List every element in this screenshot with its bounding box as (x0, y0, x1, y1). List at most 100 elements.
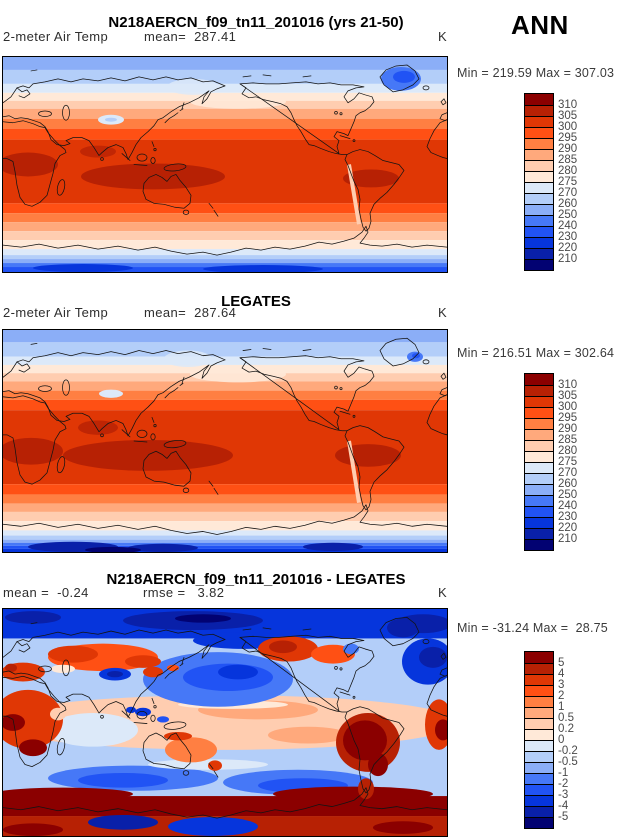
colorbar-tick-label: 275 (558, 456, 578, 468)
panel2-subrow: 2-meter Air Temp mean= 287.64 K (0, 305, 460, 321)
colorbar-tick-label: 230 (558, 511, 578, 523)
colorbar-tick-label: 305 (558, 110, 578, 122)
colorbar-swatch (525, 385, 553, 396)
colorbar-tick-label: 300 (558, 121, 578, 133)
colorbar-tick-label: 280 (558, 165, 578, 177)
colorbar-tick-label: -4 (558, 800, 569, 812)
variable-label: 2-meter Air Temp (3, 305, 109, 320)
colorbar-tick-label: 220 (558, 522, 578, 534)
colorbar-swatch (525, 149, 553, 160)
colorbar-swatch (525, 740, 553, 751)
colorbar-swatch (525, 226, 553, 237)
colorbar-swatch (525, 215, 553, 226)
map-diff (2, 608, 448, 837)
colorbar-tick-label: 210 (558, 533, 578, 545)
colorbar-swatch (525, 94, 553, 105)
colorbar-swatch (525, 762, 553, 773)
panel2-title: LEGATES (221, 293, 291, 311)
colorbar-swatch (525, 506, 553, 517)
colorbar-tick-label: 5 (558, 657, 565, 669)
colorbar-swatch (525, 259, 553, 270)
minmax-label: Min = 216.51 Max = 302.64 (457, 346, 615, 360)
colorbar-swatch (525, 773, 553, 784)
colorbar-tick-label: 295 (558, 132, 578, 144)
colorbar-tick-label: 0.2 (558, 723, 574, 735)
colorbar-tick-label: -2 (558, 778, 569, 790)
colorbar-tick-label: 290 (558, 143, 578, 155)
colorbar-swatch (525, 495, 553, 506)
variable-label: 2-meter Air Temp (3, 29, 109, 44)
colorbar-swatch (525, 696, 553, 707)
colorbar-tick-label: 260 (558, 198, 578, 210)
colorbar-swatch (525, 237, 553, 248)
colorbar-swatch (525, 806, 553, 817)
units-label: K (438, 29, 447, 44)
map-model (2, 56, 448, 273)
colorbar-tick-label: 305 (558, 390, 578, 402)
colorbar-swatch (525, 473, 553, 484)
colorbar-tick-label: 275 (558, 176, 578, 188)
colorbar-swatch (525, 663, 553, 674)
colorbar-swatch (525, 440, 553, 451)
colorbar-swatch (525, 817, 553, 828)
panel1-title: N218AERCN_f09_tn11_201016 (yrs 21-50) (108, 14, 404, 32)
colorbar-tick-label: 285 (558, 434, 578, 446)
colorbar-swatch (525, 462, 553, 473)
colorbar-tick-label: 230 (558, 231, 578, 243)
colorbar-swatch (525, 652, 553, 663)
colorbar-swatch (525, 795, 553, 806)
colorbar-tick-label: 270 (558, 187, 578, 199)
colorbar-tick-label: 250 (558, 209, 578, 221)
colorbar-swatch (525, 674, 553, 685)
rmse-stat: rmse = 3.82 (143, 585, 225, 600)
colorbar-tick-label: 3 (558, 679, 565, 691)
colorbar-tick-label: 280 (558, 445, 578, 457)
colorbar-swatch (525, 528, 553, 539)
colorbar-tick-label: 240 (558, 220, 578, 232)
colorbar-tick-label: 0 (558, 734, 565, 746)
colorbar-tick-label: 310 (558, 379, 578, 391)
panel3-subrow: mean = -0.24 rmse = 3.82 K (0, 585, 460, 601)
colorbar-swatch (525, 105, 553, 116)
colorbar-swatch (525, 116, 553, 127)
colorbar-tick-label: 0.5 (558, 712, 574, 724)
colorbar-tick-label: -0.5 (558, 756, 578, 768)
panel1-subrow: 2-meter Air Temp mean= 287.41 K (0, 29, 460, 45)
panel3-title: N218AERCN_f09_tn11_201016 - LEGATES (106, 571, 406, 589)
colorbar-swatch (525, 429, 553, 440)
colorbar-swatch (525, 407, 553, 418)
season-label: ANN (511, 10, 569, 40)
colorbar-swatch (525, 685, 553, 696)
colorbar-swatch (525, 248, 553, 259)
colorbar-tick-label: -0.2 (558, 745, 578, 757)
minmax-label: Min = -31.24 Max = 28.75 (457, 621, 608, 635)
colorbar-tick-label: -1 (558, 767, 569, 779)
colorbar: 310 305 300 295 290 285 280 275 270 260 250 240 230 2… (524, 373, 634, 551)
units-label: K (438, 305, 447, 320)
mean-stat: mean = -0.24 (3, 585, 89, 600)
colorbar-tick-label: 1 (558, 701, 565, 713)
colorbar-swatch (525, 451, 553, 462)
colorbar-tick-label: 4 (558, 668, 565, 680)
colorbar-tick-label: 270 (558, 467, 578, 479)
mean-stat: mean= 287.64 (144, 305, 237, 320)
colorbar-swatch (525, 539, 553, 550)
colorbar-tick-label: 260 (558, 478, 578, 490)
colorbar-tick-label: 240 (558, 500, 578, 512)
colorbar-swatches (524, 651, 554, 829)
colorbar-swatch (525, 138, 553, 149)
colorbar-swatch (525, 396, 553, 407)
colorbar-swatch (525, 707, 553, 718)
map-obs (2, 329, 448, 553)
colorbar-swatch (525, 171, 553, 182)
colorbar-swatch (525, 374, 553, 385)
colorbar-swatch (525, 751, 553, 762)
mean-stat: mean= 287.41 (144, 29, 237, 44)
colorbar-tick-label: 220 (558, 242, 578, 254)
colorbar-swatch (525, 160, 553, 171)
colorbar-swatch (525, 127, 553, 138)
colorbar-swatch (525, 784, 553, 795)
colorbar-tick-label: 310 (558, 99, 578, 111)
colorbar-tick-label: 285 (558, 154, 578, 166)
